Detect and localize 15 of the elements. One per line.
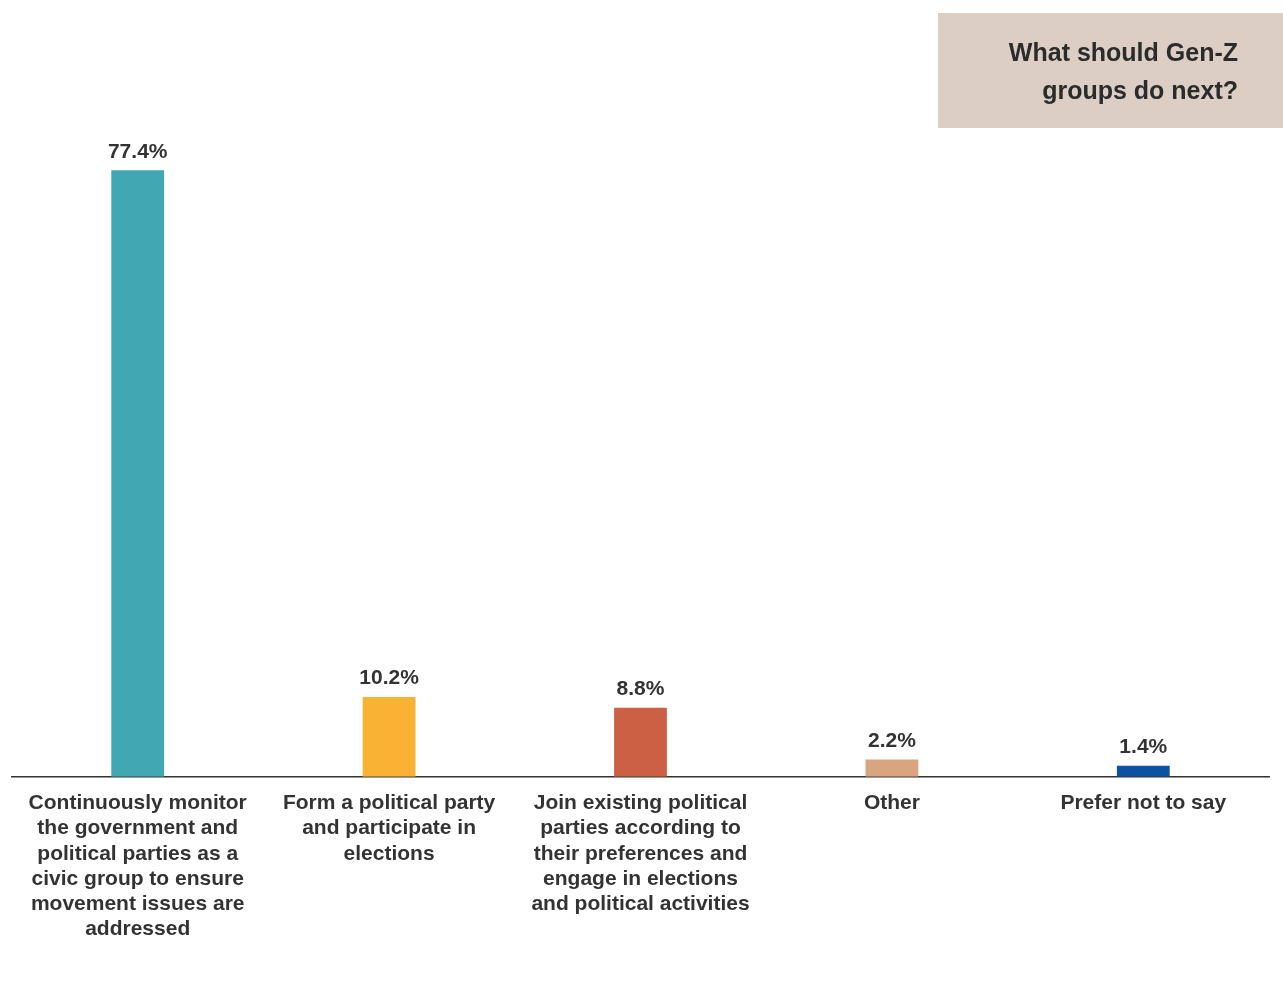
data-label: 2.2% <box>867 727 917 751</box>
bar <box>865 759 919 777</box>
bar <box>362 696 416 777</box>
bar <box>1116 765 1170 777</box>
data-label: 8.8% <box>616 676 665 700</box>
x-tick-label: Other <box>863 790 920 814</box>
x-tick-label: Join existing political parties according to their preferences and engage in elections and political activities <box>531 790 750 914</box>
data-label: 77.4% <box>107 138 168 162</box>
x-tick-label: Prefer not to say <box>1060 790 1227 814</box>
x-tick-label: Form a political party and participate in elections <box>282 790 496 864</box>
data-label: 1.4% <box>1119 734 1168 758</box>
data-label: 10.2% <box>359 665 420 689</box>
bar <box>614 707 667 777</box>
x-tick-label: Continuously monitor the government and political parties as a civic group to ensure movement issues are addressed <box>28 790 247 940</box>
bar <box>111 170 165 777</box>
